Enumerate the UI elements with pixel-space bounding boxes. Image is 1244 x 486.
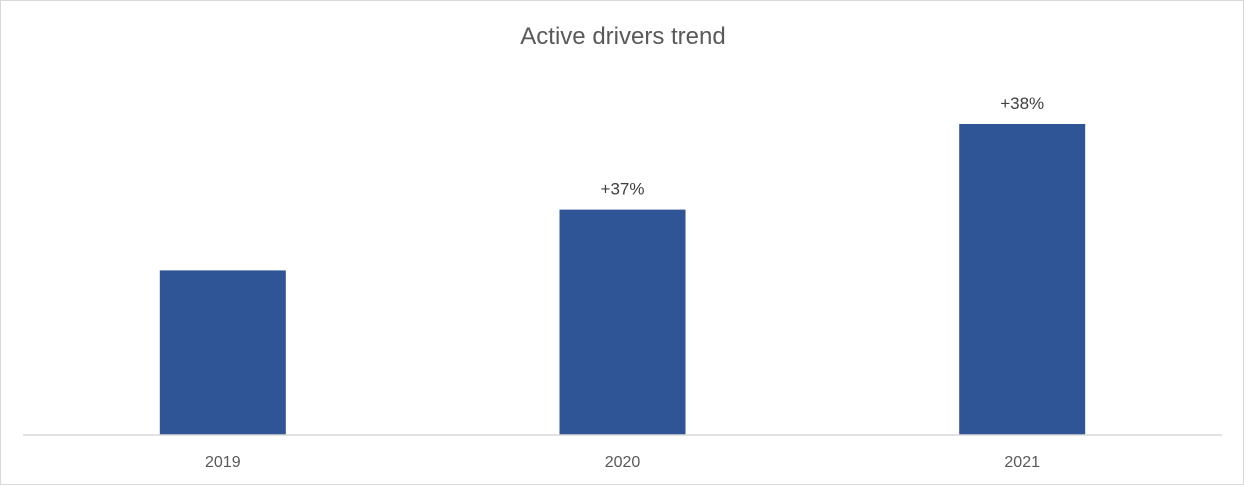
bar-2020	[559, 209, 686, 435]
x-tick-label-2021: 2021	[1004, 454, 1040, 471]
x-tick-label-2019: 2019	[205, 454, 241, 471]
bar-2019	[159, 270, 286, 435]
bars-group	[159, 124, 1086, 435]
bar-2021	[959, 124, 1086, 435]
data-label-2021: +38%	[1000, 94, 1044, 113]
data-labels: +37% +38%	[601, 94, 1045, 199]
data-label-2020: +37%	[601, 180, 645, 199]
x-tick-label-2020: 2020	[605, 454, 641, 471]
x-tick-labels: 2019 2020 2021	[205, 454, 1040, 471]
chart-title: Active drivers trend	[520, 23, 725, 50]
